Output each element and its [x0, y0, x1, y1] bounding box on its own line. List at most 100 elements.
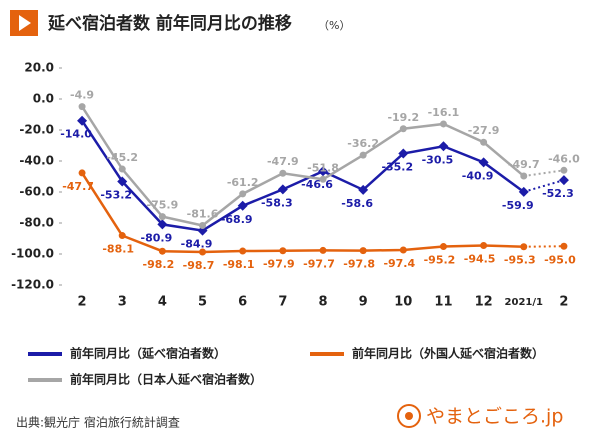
y-tick-label: 0.0: [33, 92, 54, 106]
point: [359, 247, 367, 255]
legend-label: 前年同月比（外国人延べ宿泊者数）: [352, 346, 544, 361]
x-tick-label: 11: [434, 295, 452, 310]
data-label: -97.8: [343, 258, 375, 271]
series-line-dotted: [523, 179, 565, 193]
point: [118, 232, 126, 240]
data-label: -4.9: [70, 89, 94, 102]
data-label: -95.3: [504, 254, 536, 267]
data-label: -47.9: [267, 155, 299, 168]
data-label: -95.0: [544, 253, 576, 266]
point: [439, 243, 447, 251]
data-label: -35.2: [381, 161, 413, 174]
x-tick-label: 6: [238, 295, 247, 310]
data-label: -98.7: [183, 259, 215, 272]
data-label: -88.1: [102, 243, 134, 256]
point: [558, 175, 569, 186]
point: [478, 157, 489, 168]
point: [358, 184, 369, 195]
point: [199, 248, 207, 256]
series-line-dotted: [523, 169, 565, 178]
point: [117, 176, 128, 187]
point: [439, 120, 447, 128]
data-label: -98.2: [143, 258, 175, 271]
point: [197, 225, 208, 236]
y-tick-label: -40.0: [19, 154, 54, 168]
data-label: -95.2: [424, 254, 456, 267]
data-label: -53.2: [100, 188, 132, 201]
data-label: -27.9: [468, 124, 500, 137]
point: [560, 166, 568, 174]
data-label: -97.7: [303, 257, 335, 270]
x-tick-label: 10: [394, 295, 412, 310]
data-label: -46.0: [548, 152, 580, 165]
source: 出典:観光庁 宿泊旅行統計調査: [16, 415, 180, 430]
x-tick-label: 3: [118, 295, 127, 310]
point: [157, 219, 168, 230]
series-line: [81, 172, 524, 254]
data-label: -59.9: [502, 199, 534, 212]
data-label: -52.3: [542, 187, 574, 200]
point: [239, 247, 247, 255]
data-label: -45.2: [106, 151, 138, 164]
point: [480, 241, 488, 249]
data-label: -51.8: [307, 161, 339, 174]
data-label: -58.6: [341, 197, 373, 210]
point: [78, 169, 86, 177]
point: [319, 246, 327, 254]
point: [480, 138, 488, 146]
data-label: -14.0: [60, 128, 92, 141]
data-label: -75.9: [147, 199, 179, 212]
x-tick-label: 9: [359, 295, 368, 310]
data-label: -40.9: [462, 169, 494, 182]
point: [158, 213, 166, 221]
point: [520, 172, 528, 180]
point: [239, 190, 247, 198]
y-tick-label: 20.0: [24, 61, 54, 75]
data-label: -58.3: [261, 196, 293, 209]
title-icon-arrow: [19, 15, 31, 31]
x-tick-label: 4: [158, 295, 167, 310]
chart-title: 延べ宿泊者数 前年同月比の推移: [47, 13, 292, 34]
x-tick-label: 7: [278, 295, 287, 310]
x-tick-label: 12: [475, 295, 493, 310]
x-tick-label: 2: [78, 295, 87, 310]
point: [520, 243, 528, 251]
point: [319, 175, 327, 183]
logo-icon: [397, 404, 421, 428]
data-label: -30.5: [422, 153, 454, 166]
point: [158, 247, 166, 255]
y-tick-label: -120.0: [11, 278, 54, 292]
point: [438, 141, 449, 152]
logo-icon-dot: [405, 412, 413, 420]
data-label: -98.1: [223, 258, 255, 271]
point: [399, 246, 407, 254]
point: [279, 169, 287, 177]
y-tick-label: -80.0: [19, 216, 54, 230]
data-label: -68.9: [221, 213, 253, 226]
x-tick-label: 5: [198, 295, 207, 310]
x-tick-label: 8: [318, 295, 327, 310]
data-label: -61.2: [227, 176, 259, 189]
data-label: -97.9: [263, 258, 295, 271]
point: [518, 186, 529, 197]
point: [279, 247, 287, 255]
data-label: -81.6: [187, 207, 219, 220]
point: [78, 103, 86, 111]
data-label: -84.9: [181, 238, 213, 251]
data-label: -16.1: [428, 106, 460, 119]
data-label: -97.4: [383, 257, 415, 270]
point: [277, 184, 288, 195]
point: [399, 125, 407, 133]
series-line: [81, 105, 525, 227]
y-tick-label: -100.0: [11, 247, 54, 261]
data-label: -46.6: [301, 178, 333, 191]
point: [237, 200, 248, 211]
point: [398, 148, 409, 159]
logo: やまとごころ.jp: [426, 406, 563, 428]
y-tick-label: -60.0: [19, 185, 54, 199]
legend-label: 前年同月比（延べ宿泊者数）: [70, 346, 226, 361]
x-tick-label: 2: [559, 295, 568, 310]
unit-label: （%）: [318, 19, 350, 32]
data-label: -80.9: [141, 231, 173, 244]
